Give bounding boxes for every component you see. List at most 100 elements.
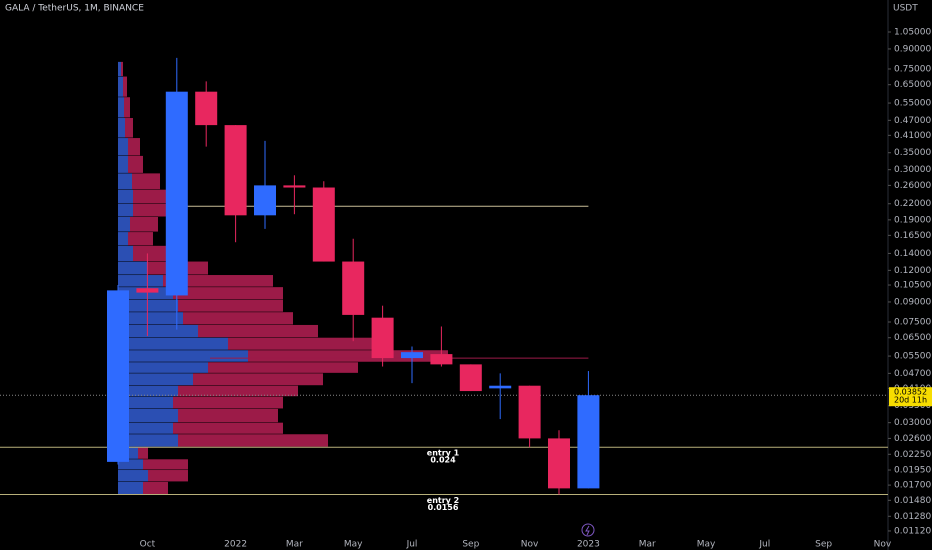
y-tick-label: 0.03000 <box>894 418 931 428</box>
candle-body <box>371 317 394 359</box>
countdown-label: 20d 11h <box>894 396 927 405</box>
y-tick-label: 1.05000 <box>894 28 931 38</box>
x-tick-label: Sep <box>462 540 479 550</box>
y-tick-label: 0.26000 <box>894 181 931 191</box>
volume-sell <box>128 138 140 156</box>
volume-sell <box>133 203 173 217</box>
volume-sell <box>133 189 168 204</box>
y-tick-label: 0.05500 <box>894 352 931 362</box>
x-tick-label: Jul <box>406 540 418 550</box>
volume-buy <box>118 350 248 362</box>
y-tick-label: 0.01950 <box>894 466 931 476</box>
x-tick-label: Nov <box>521 540 539 550</box>
volume-buy <box>118 173 132 190</box>
y-tick-label: 0.03500 <box>894 401 931 411</box>
y-tick-label: 0.01480 <box>894 496 931 506</box>
volume-buy <box>118 385 178 397</box>
volume-sell <box>121 61 123 77</box>
x-tick-label: 2022 <box>224 540 247 550</box>
x-tick-label: May <box>697 540 716 550</box>
icon <box>581 523 595 537</box>
volume-buy <box>118 97 124 118</box>
candle-body <box>342 261 365 315</box>
candle-body <box>254 185 276 216</box>
y-tick-label: 0.06500 <box>894 333 931 343</box>
y-tick-label: 0.02250 <box>894 450 931 460</box>
y-tick-label: 0.30000 <box>894 165 931 175</box>
volume-buy <box>118 481 143 495</box>
y-tick-label: 0.04700 <box>894 369 931 379</box>
candle-body <box>195 91 218 126</box>
y-tick-label: 0.01120 <box>894 526 931 536</box>
y-tick-label: 0.19000 <box>894 215 931 225</box>
y-tick-label: 0.14000 <box>894 249 931 259</box>
last-price-box <box>889 387 932 407</box>
level-name: entry 1 <box>427 449 460 458</box>
volume-buy <box>118 362 208 373</box>
volume-sell <box>178 408 278 423</box>
volume-sell <box>128 155 143 173</box>
volume-sell <box>123 76 127 97</box>
y-tick-label: 0.75000 <box>894 64 931 74</box>
candle-body <box>459 364 482 392</box>
x-tick-label: Jul <box>758 540 770 550</box>
volume-sell <box>133 245 173 262</box>
volume-buy <box>118 118 125 138</box>
volume-buy <box>118 287 173 300</box>
y-tick-label: 0.09000 <box>894 297 931 307</box>
volume-buy <box>118 189 133 204</box>
volume-buy <box>118 459 143 470</box>
volume-sell <box>208 362 358 373</box>
volume-sell <box>124 97 130 118</box>
candle-body <box>312 187 335 262</box>
candle-body <box>283 185 306 188</box>
candle-body <box>518 385 541 439</box>
y-tick-label: 0.65000 <box>894 80 931 90</box>
y-tick-label: 0.55000 <box>894 99 931 109</box>
volume-sell <box>138 447 148 459</box>
volume-buy <box>118 337 228 350</box>
candle-body <box>165 91 188 296</box>
candle-body <box>548 438 570 489</box>
candle-body <box>401 352 423 359</box>
x-tick-label: Oct <box>140 540 156 550</box>
x-tick-label: Nov <box>874 540 892 550</box>
volume-sell <box>148 470 188 482</box>
volume-sell <box>163 275 273 287</box>
volume-sell <box>128 232 153 246</box>
volume-buy <box>118 275 163 287</box>
candle-body <box>577 395 600 489</box>
volume-sell <box>143 481 168 495</box>
volume-buy <box>118 299 178 312</box>
y-tick-label: 0.90000 <box>894 44 931 54</box>
volume-sell <box>193 373 323 386</box>
volume-sell <box>178 385 298 397</box>
x-tick-label: Mar <box>639 540 656 550</box>
volume-buy <box>118 373 193 386</box>
volume-buy <box>118 155 128 173</box>
volume-buy <box>118 408 178 423</box>
volume-buy <box>118 434 178 447</box>
volume-buy <box>118 245 133 262</box>
volume-sell <box>228 337 388 350</box>
candle-body <box>430 354 453 365</box>
volume-buy <box>118 422 173 434</box>
volume-sell <box>173 422 283 434</box>
volume-sell <box>178 299 283 312</box>
last-price-label: 0.03852 <box>894 388 927 397</box>
y-tick-label: 0.01700 <box>894 481 931 491</box>
y-tick-label: 0.07500 <box>894 317 931 327</box>
level-name: entry 2 <box>427 496 459 505</box>
volume-sell <box>132 173 160 190</box>
volume-buy <box>118 76 123 97</box>
y-tick-label: 0.10500 <box>894 281 931 291</box>
volume-sell <box>183 312 293 325</box>
candle-body <box>224 125 247 216</box>
y-tick-label: 0.02600 <box>894 434 931 444</box>
y-tick-label: 0.47000 <box>894 116 931 126</box>
volume-sell <box>173 396 283 409</box>
volume-buy <box>118 61 121 77</box>
y-tick-label: 0.35000 <box>894 148 931 158</box>
